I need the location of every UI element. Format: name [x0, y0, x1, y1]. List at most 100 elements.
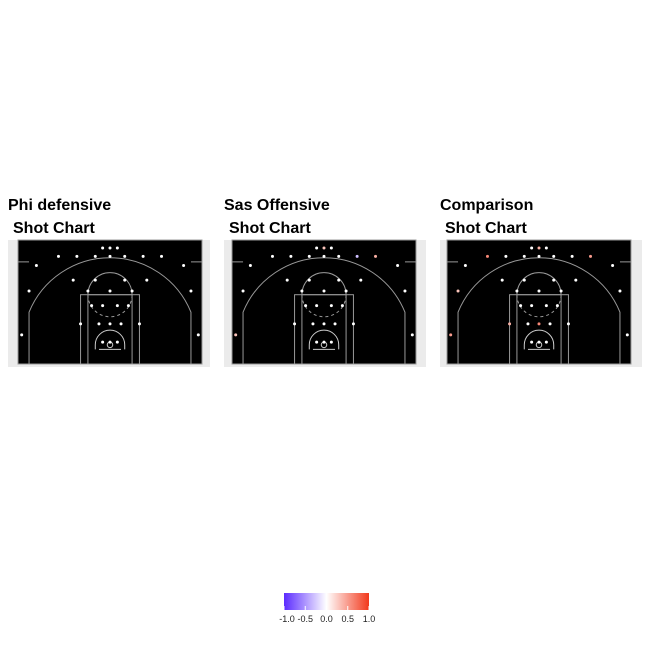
court: [447, 240, 631, 364]
shot-dot: [322, 340, 326, 344]
shot-dot: [552, 254, 556, 258]
shot-dot: [337, 278, 341, 282]
shot-dot: [340, 304, 344, 308]
shot-dot: [359, 278, 363, 282]
shot-dot: [537, 254, 541, 258]
restricted-area: [94, 329, 126, 350]
shot-dot: [329, 246, 333, 250]
restricted-area: [523, 329, 555, 350]
shot-dot: [27, 289, 31, 293]
chart-title: Comparison: [440, 197, 533, 214]
shot-dot: [530, 304, 534, 308]
shot-dot: [625, 333, 629, 337]
shot-dot: [108, 322, 112, 326]
shot-dot: [307, 278, 311, 282]
shot-dot: [93, 278, 97, 282]
shot-dot: [337, 254, 341, 258]
shot-dot: [101, 246, 105, 250]
shot-dot: [108, 289, 112, 293]
shot-dot: [56, 254, 60, 258]
shot-dot: [449, 333, 453, 337]
shot-dot: [123, 254, 127, 258]
shot-dot: [20, 333, 24, 337]
shot-dot: [530, 340, 534, 344]
shot-dot: [307, 254, 311, 258]
shot-dot: [315, 246, 319, 250]
shot-dot: [351, 322, 355, 326]
colorbar-tick-label: 1.0: [363, 614, 376, 624]
shot-dot: [115, 304, 119, 308]
shot-dot: [329, 340, 333, 344]
shot-dot: [522, 278, 526, 282]
shot-dot: [526, 322, 530, 326]
shot-dot: [108, 246, 112, 250]
chart-title: Sas Offensive: [224, 197, 330, 214]
shot-dot: [537, 340, 541, 344]
shot-dot: [537, 289, 541, 293]
shot-dot: [315, 340, 319, 344]
shot-dot: [293, 322, 297, 326]
shot-dot: [123, 278, 127, 282]
shot-dot: [130, 289, 134, 293]
shot-dot: [519, 304, 523, 308]
free-throw-arc-dashed: [301, 294, 347, 318]
shot-dot: [570, 254, 574, 258]
colorbar-tick-label: 0.0: [320, 614, 333, 624]
shot-dot: [137, 322, 141, 326]
shot-dot: [141, 254, 145, 258]
shot-dot: [355, 254, 359, 258]
shot-dot: [500, 278, 504, 282]
colorbar-tick-label: -0.5: [297, 614, 313, 624]
shot-dot: [548, 322, 552, 326]
free-throw-arc: [516, 272, 562, 295]
shot-dot: [86, 289, 90, 293]
free-throw-arc: [87, 272, 133, 295]
chart-title: Shot Chart: [445, 220, 527, 237]
shot-chart: Sas Offensive Shot Chart: [224, 197, 426, 367]
shot-dot: [344, 289, 348, 293]
colorbar-tick-label: -1.0: [279, 614, 295, 624]
shot-dot: [126, 304, 130, 308]
shot-dot: [304, 304, 308, 308]
shot-dot: [329, 304, 333, 308]
shot-dot: [234, 333, 238, 337]
chart-title: Phi defensive: [8, 197, 111, 214]
court: [18, 240, 202, 364]
shot-chart: Phi defensive Shot Chart: [8, 197, 210, 367]
shot-dot: [611, 264, 615, 268]
shot-dot: [322, 254, 326, 258]
shot-dot: [285, 278, 289, 282]
shot-dot: [289, 254, 293, 258]
free-throw-arc: [301, 272, 347, 295]
shot-dot: [589, 254, 593, 258]
shot-dot: [101, 340, 105, 344]
shot-dot: [34, 264, 38, 268]
shot-dot: [79, 322, 83, 326]
shot-dot: [71, 278, 75, 282]
colorbar: [284, 593, 369, 610]
shot-dot: [90, 304, 94, 308]
shot-dot: [101, 304, 105, 308]
shot-dot: [241, 289, 245, 293]
shot-dot: [182, 264, 186, 268]
shot-chart: Comparison Shot Chart: [440, 197, 642, 367]
shot-dot: [333, 322, 337, 326]
shot-dot: [75, 254, 79, 258]
shot-dot: [485, 254, 489, 258]
shot-dot: [248, 264, 252, 268]
key-inner: [87, 294, 133, 365]
shot-dot: [196, 333, 200, 337]
shot-dot: [504, 254, 508, 258]
chart-title: Shot Chart: [229, 220, 311, 237]
shot-dot: [530, 246, 534, 250]
free-throw-arc-dashed: [87, 294, 133, 318]
shot-dot: [544, 304, 548, 308]
shot-dot: [537, 322, 541, 326]
shot-dot: [97, 322, 101, 326]
shot-dot: [544, 246, 548, 250]
chart-title: Shot Chart: [13, 220, 95, 237]
shot-dot: [544, 340, 548, 344]
shot-dot: [559, 289, 563, 293]
shot-dot: [115, 246, 119, 250]
